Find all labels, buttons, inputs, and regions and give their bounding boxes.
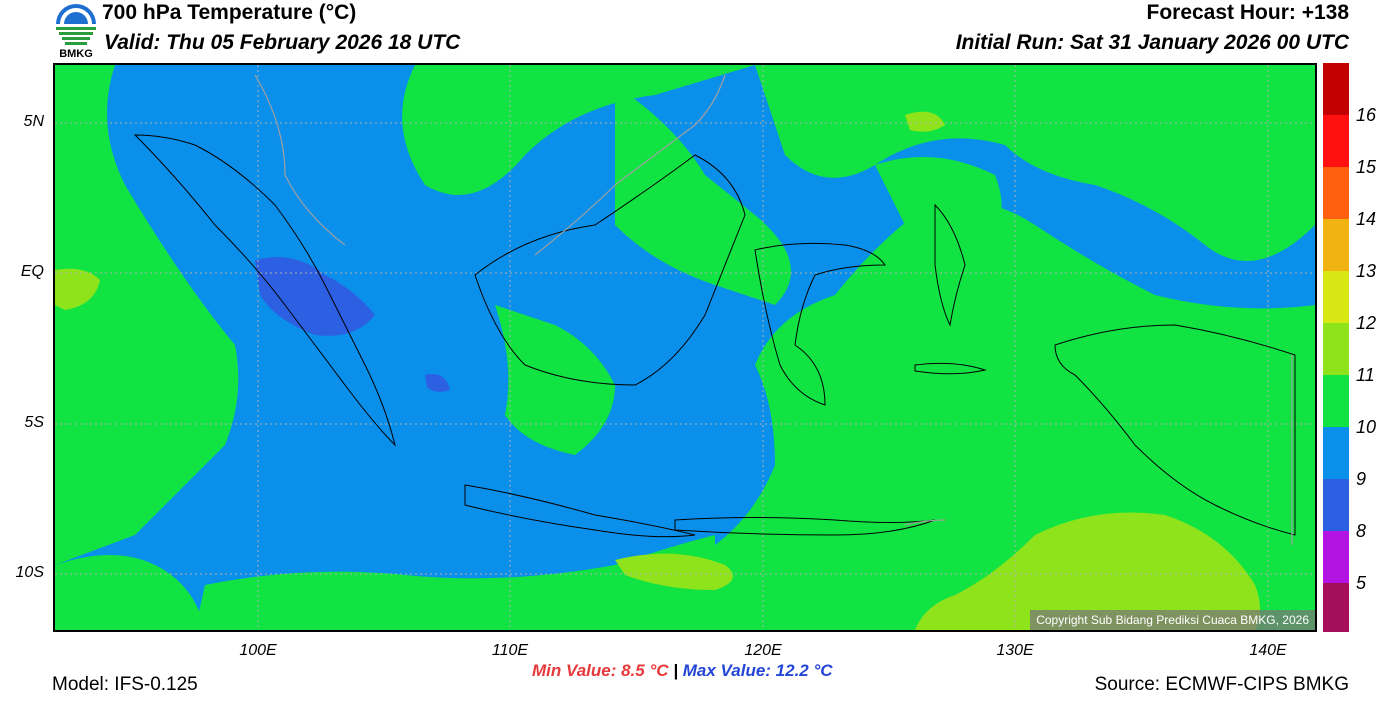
- colorbar-label: 12: [1356, 313, 1377, 333]
- sumatra-outline: [133, 134, 396, 447]
- colorbar-swatch: [1323, 479, 1349, 531]
- field-green-regions: [55, 65, 1315, 630]
- colorbar-label: 10: [1356, 417, 1377, 437]
- lon-label-140e: 140E: [1249, 642, 1287, 659]
- lat-label-5n: 5N: [23, 113, 44, 130]
- model-info: Model: IFS-0.125: [52, 674, 198, 695]
- field-light-green-regions: [55, 111, 1260, 630]
- colorbar-swatch: [1323, 427, 1349, 479]
- colorbar-label: 15: [1356, 157, 1377, 177]
- graticule: [55, 65, 1315, 630]
- map-title: 700 hPa Temperature (°C): [102, 1, 357, 24]
- colorbar-swatch: [1323, 531, 1349, 583]
- colorbar-swatch: [1323, 115, 1349, 167]
- stats-separator: |: [673, 661, 679, 680]
- colorbar-swatch: [1323, 271, 1349, 323]
- min-value: Min Value: 8.5 °C: [532, 661, 669, 680]
- colorbar-label: 16: [1356, 105, 1377, 125]
- colorbar-label: 11: [1356, 365, 1375, 385]
- colorbar-swatch: [1323, 219, 1349, 271]
- lon-label-100e: 100E: [239, 642, 277, 659]
- colorbar-swatch: [1323, 323, 1349, 375]
- coastlines: [133, 134, 1296, 538]
- papua-outline: [1054, 324, 1296, 536]
- max-value: Max Value: 12.2 °C: [682, 661, 833, 680]
- colorbar-swatch: [1323, 63, 1349, 115]
- min-max-values: Min Value: 8.5 °C | Max Value: 12.2 °C: [532, 661, 833, 681]
- colorbar-swatch: [1323, 375, 1349, 427]
- java-outline: [464, 484, 696, 538]
- lat-label-5s: 5S: [24, 414, 44, 431]
- initial-run: Initial Run: Sat 31 January 2026 00 UTC: [955, 31, 1349, 54]
- temperature-map: Copyright Sub Bidang Prediksi Cuaca BMKG…: [53, 63, 1317, 632]
- borneo-outline: [474, 154, 746, 386]
- bmkg-logo-icon: [56, 4, 96, 45]
- lon-label-120e: 120E: [744, 642, 782, 659]
- lat-label-10s: 10S: [15, 564, 44, 581]
- lat-label-eq: EQ: [20, 263, 44, 280]
- colorbar-label: 9: [1356, 469, 1367, 489]
- lon-label-110e: 110E: [491, 642, 529, 659]
- halmahera-outline: [934, 203, 966, 327]
- logo-text: BMKG: [59, 48, 93, 60]
- colorbar-label: 5: [1356, 573, 1367, 593]
- seram-outline: [914, 362, 987, 375]
- field-dark-blue-regions: [255, 257, 450, 392]
- valid-time: Valid: Thu 05 February 2026 18 UTC: [104, 31, 461, 54]
- map-canvas: [55, 65, 1315, 630]
- forecast-hour: Forecast Hour: +138: [1146, 1, 1350, 24]
- colorbar-label: 13: [1356, 261, 1377, 281]
- colorbar-swatch: [1323, 583, 1349, 632]
- colorbar-swatch: [1323, 167, 1349, 219]
- copyright-notice: Copyright Sub Bidang Prediksi Cuaca BMKG…: [1030, 610, 1315, 630]
- colorbar: [1323, 63, 1349, 632]
- sulawesi-outline: [754, 242, 886, 406]
- lon-label-130e: 130E: [996, 642, 1034, 659]
- national-borders: [254, 74, 1293, 545]
- colorbar-label: 14: [1356, 209, 1377, 229]
- colorbar-label: 8: [1356, 521, 1367, 541]
- bmkg-logo: BMKG: [52, 2, 100, 60]
- source-info: Source: ECMWF-CIPS BMKG: [1094, 674, 1349, 695]
